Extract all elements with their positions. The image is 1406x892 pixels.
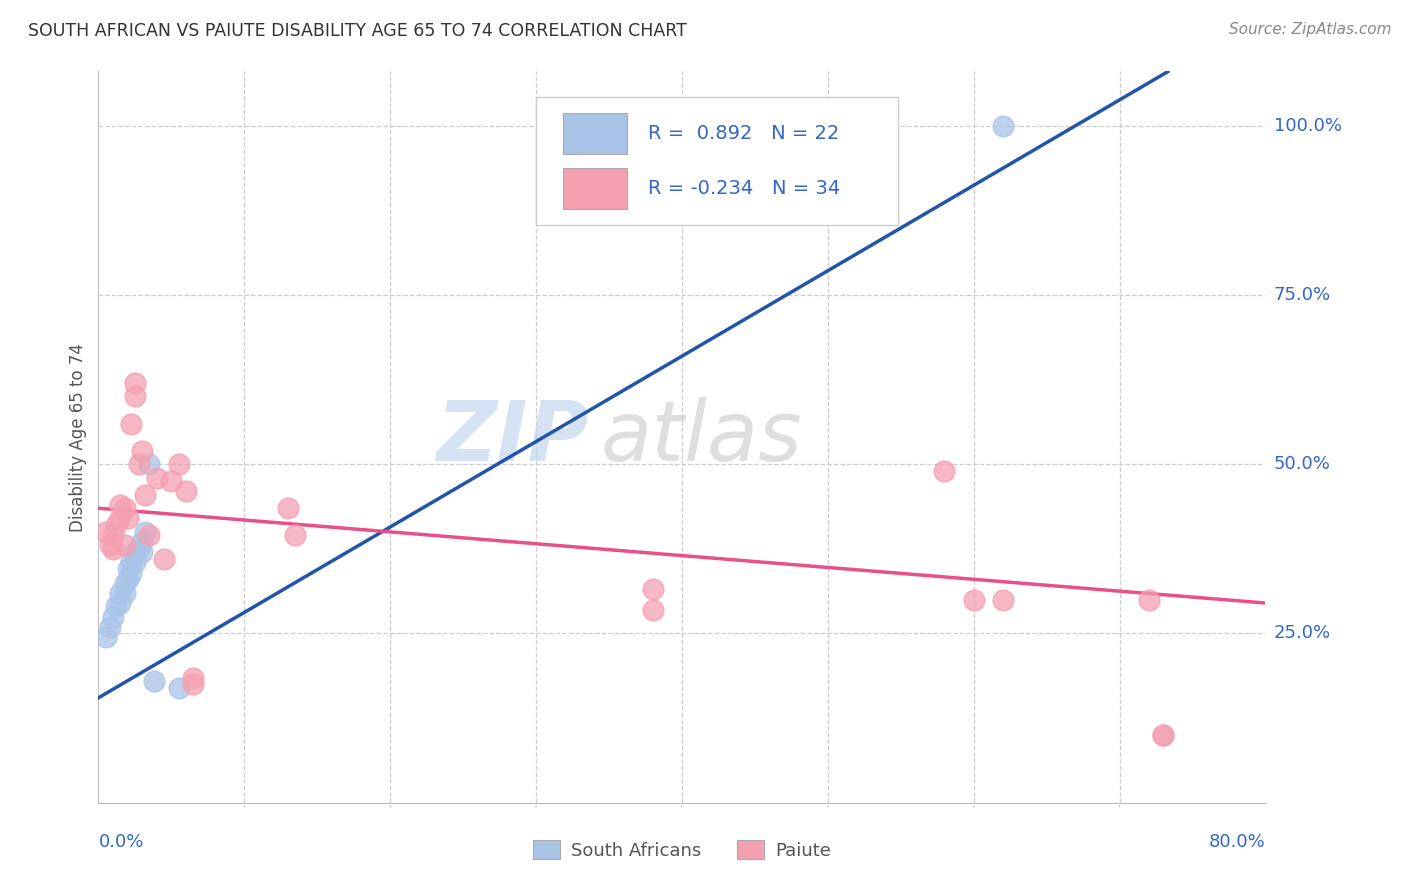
Point: [138, 457, 160, 471]
Point: [146, 471, 169, 485]
Point: [104, 518, 127, 533]
Point: [101, 609, 124, 624]
Point: [167, 681, 190, 695]
Point: [120, 555, 142, 569]
Point: [167, 457, 190, 471]
Point: [117, 511, 139, 525]
Point: [1152, 728, 1174, 742]
Point: [98, 620, 121, 634]
Point: [117, 572, 139, 586]
Text: 0.0%: 0.0%: [98, 833, 143, 851]
Point: [120, 566, 142, 580]
Point: [110, 596, 132, 610]
Point: [94, 524, 117, 539]
FancyBboxPatch shape: [536, 97, 898, 225]
Text: 80.0%: 80.0%: [1209, 833, 1265, 851]
Point: [124, 555, 146, 569]
Text: atlas: atlas: [600, 397, 801, 477]
Text: R =  0.892   N = 22: R = 0.892 N = 22: [648, 124, 839, 143]
Point: [134, 524, 156, 539]
Text: ZIP: ZIP: [436, 397, 589, 477]
Point: [120, 417, 142, 431]
Point: [117, 562, 139, 576]
Point: [110, 498, 132, 512]
Point: [128, 457, 150, 471]
Point: [991, 592, 1014, 607]
Point: [110, 511, 132, 525]
Point: [94, 630, 117, 644]
Point: [131, 545, 153, 559]
Point: [124, 545, 146, 559]
Point: [153, 552, 176, 566]
Point: [124, 389, 146, 403]
Text: R = -0.234   N = 34: R = -0.234 N = 34: [648, 179, 841, 198]
Text: SOUTH AFRICAN VS PAIUTE DISABILITY AGE 65 TO 74 CORRELATION CHART: SOUTH AFRICAN VS PAIUTE DISABILITY AGE 6…: [28, 22, 688, 40]
Point: [131, 443, 153, 458]
Point: [101, 528, 124, 542]
Point: [104, 599, 127, 614]
Point: [160, 474, 183, 488]
Point: [641, 603, 664, 617]
Text: 75.0%: 75.0%: [1274, 285, 1331, 304]
Point: [114, 501, 136, 516]
Point: [934, 464, 956, 478]
Y-axis label: Disability Age 65 to 74: Disability Age 65 to 74: [69, 343, 87, 532]
Point: [277, 501, 299, 516]
Point: [98, 538, 121, 552]
Point: [124, 376, 146, 390]
Point: [284, 528, 307, 542]
Point: [962, 592, 984, 607]
FancyBboxPatch shape: [562, 169, 627, 209]
Point: [128, 541, 150, 556]
FancyBboxPatch shape: [562, 113, 627, 153]
Point: [142, 673, 165, 688]
Text: 50.0%: 50.0%: [1274, 455, 1330, 473]
Point: [641, 582, 664, 597]
Point: [991, 119, 1014, 133]
Point: [114, 586, 136, 600]
Point: [114, 538, 136, 552]
Point: [138, 528, 160, 542]
Legend: South Africans, Paiute: South Africans, Paiute: [526, 833, 838, 867]
Point: [181, 671, 204, 685]
Point: [134, 488, 156, 502]
Point: [181, 677, 204, 691]
Point: [114, 575, 136, 590]
Point: [131, 535, 153, 549]
Point: [110, 586, 132, 600]
Point: [101, 541, 124, 556]
Text: 25.0%: 25.0%: [1274, 624, 1331, 642]
Point: [174, 484, 197, 499]
Point: [1137, 592, 1160, 607]
Point: [1152, 728, 1174, 742]
Text: 100.0%: 100.0%: [1274, 117, 1341, 135]
Text: Source: ZipAtlas.com: Source: ZipAtlas.com: [1229, 22, 1392, 37]
